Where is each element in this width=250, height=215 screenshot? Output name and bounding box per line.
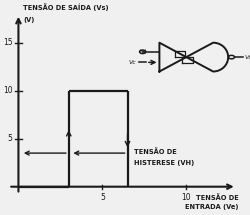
Text: TENSÃO DE SAÍDA (Vs): TENSÃO DE SAÍDA (Vs) <box>24 3 109 11</box>
Text: 15: 15 <box>3 38 13 47</box>
Text: (V): (V) <box>24 17 35 23</box>
Text: 10: 10 <box>3 86 13 95</box>
Text: TENSÃO DE: TENSÃO DE <box>134 148 177 155</box>
Text: (+): (+) <box>138 49 147 54</box>
Text: HISTERESE (VH): HISTERESE (VH) <box>134 160 194 166</box>
Text: 5: 5 <box>8 134 12 143</box>
Text: Vs: Vs <box>245 55 250 60</box>
Text: Vc: Vc <box>128 60 136 65</box>
Text: TENSÃO DE: TENSÃO DE <box>196 194 238 201</box>
Text: 10: 10 <box>182 194 191 202</box>
Text: 5: 5 <box>100 194 105 202</box>
Text: ENTRADA (Ve): ENTRADA (Ve) <box>185 204 238 210</box>
